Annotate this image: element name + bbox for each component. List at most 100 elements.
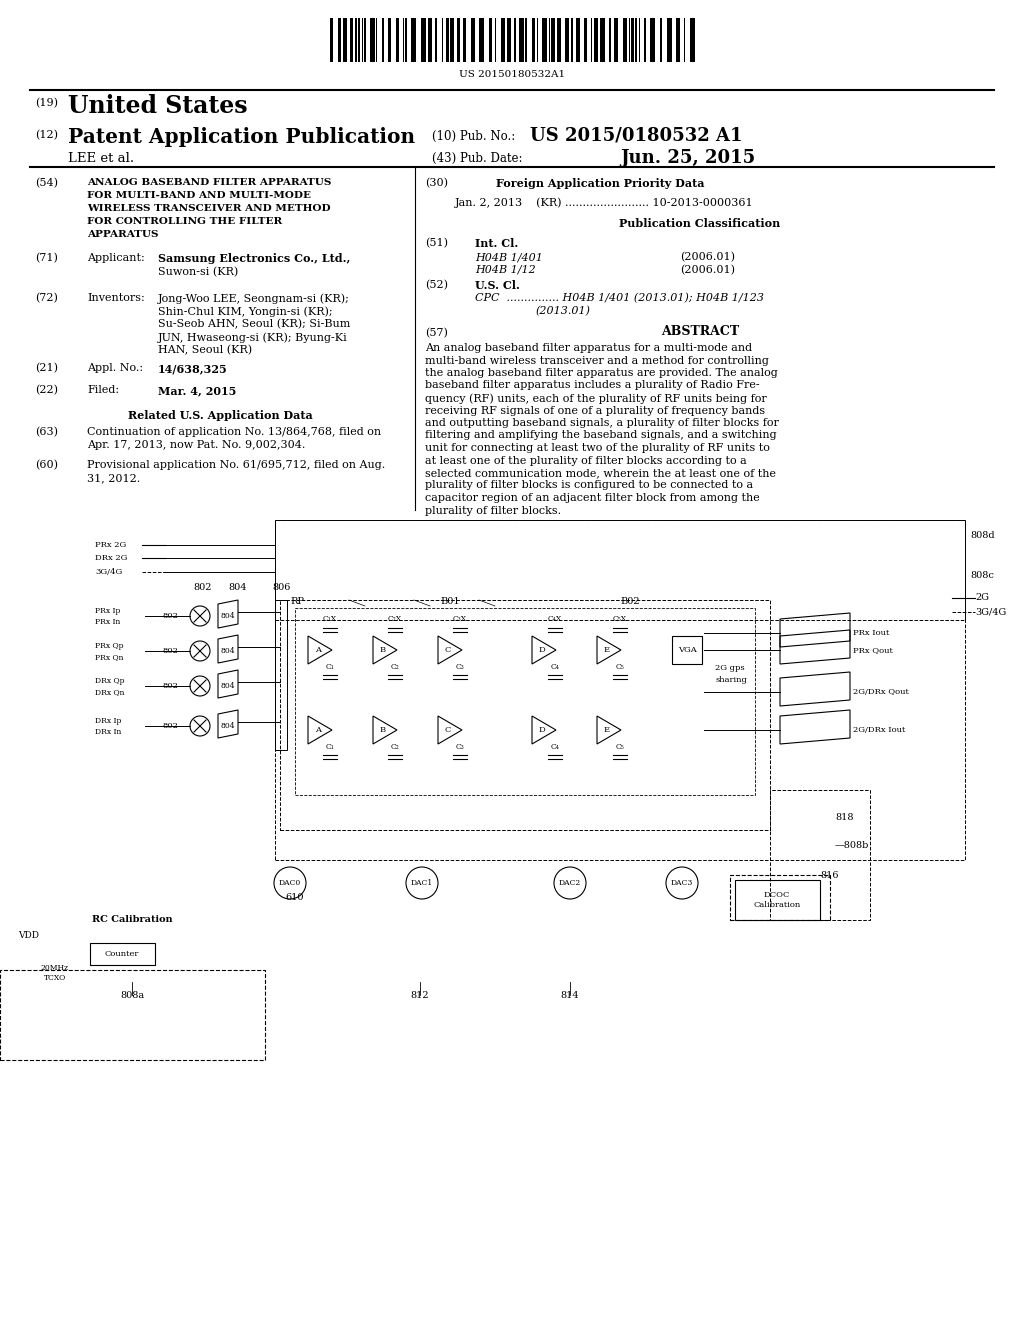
Text: (57): (57) (425, 327, 447, 338)
Text: 818: 818 (835, 813, 853, 822)
Text: Jong-Woo LEE, Seongnam-si (KR);: Jong-Woo LEE, Seongnam-si (KR); (158, 293, 350, 304)
Text: FOR CONTROLLING THE FILTER: FOR CONTROLLING THE FILTER (87, 216, 283, 226)
Text: Counter: Counter (104, 950, 139, 958)
Text: 804: 804 (221, 647, 236, 655)
Text: and outputting baseband signals, a plurality of filter blocks for: and outputting baseband signals, a plura… (425, 418, 779, 428)
Text: 808c: 808c (970, 570, 994, 579)
Text: 802: 802 (162, 682, 178, 690)
Text: (71): (71) (35, 253, 58, 263)
Text: DCOC
Calibration: DCOC Calibration (754, 891, 801, 909)
Text: sharing: sharing (715, 676, 746, 684)
Text: 802: 802 (162, 647, 178, 655)
Text: PRx 2G: PRx 2G (95, 541, 126, 549)
Text: B: B (380, 726, 386, 734)
Text: selected communication mode, wherein the at least one of the: selected communication mode, wherein the… (425, 469, 776, 478)
Text: (22): (22) (35, 385, 58, 395)
Text: (10) Pub. No.:: (10) Pub. No.: (432, 129, 522, 143)
Text: U.S. Cl.: U.S. Cl. (475, 280, 520, 290)
Text: filtering and amplifying the baseband signals, and a switching: filtering and amplifying the baseband si… (425, 430, 776, 441)
Bar (370, 18, 375, 62)
Bar (435, 18, 436, 62)
Text: Su-Seob AHN, Seoul (KR); Si-Bum: Su-Seob AHN, Seoul (KR); Si-Bum (158, 319, 350, 330)
Text: Applicant:: Applicant: (87, 253, 144, 263)
Text: (2013.01): (2013.01) (535, 306, 590, 317)
Bar (412, 18, 416, 62)
Bar (519, 18, 524, 62)
Text: Publication Classification: Publication Classification (620, 218, 780, 228)
Text: C₃X: C₃X (453, 615, 467, 623)
Text: PRx Ip: PRx Ip (95, 607, 121, 615)
Text: 806: 806 (272, 583, 291, 593)
Text: 2G/DRx Iout: 2G/DRx Iout (853, 726, 905, 734)
Text: VDD: VDD (18, 931, 39, 940)
Bar (537, 18, 539, 62)
Text: C₃: C₃ (456, 743, 464, 751)
Text: 804: 804 (221, 612, 236, 620)
Text: (52): (52) (425, 280, 449, 290)
Text: Jun. 25, 2015: Jun. 25, 2015 (620, 149, 756, 168)
Text: PRx In: PRx In (95, 618, 121, 626)
Text: the analog baseband filter apparatus are provided. The analog: the analog baseband filter apparatus are… (425, 368, 778, 378)
Text: (72): (72) (35, 293, 58, 304)
Bar (365, 18, 367, 62)
Text: C₄X: C₄X (548, 615, 562, 623)
Bar (690, 18, 695, 62)
Bar (507, 18, 511, 62)
Bar (636, 18, 637, 62)
Text: ANALOG BASEBAND FILTER APPARATUS: ANALOG BASEBAND FILTER APPARATUS (87, 178, 332, 187)
Text: 2G/DRx Qout: 2G/DRx Qout (853, 688, 909, 696)
Text: C₄: C₄ (551, 743, 559, 751)
Text: RP: RP (290, 598, 304, 606)
Text: Apr. 17, 2013, now Pat. No. 9,002,304.: Apr. 17, 2013, now Pat. No. 9,002,304. (87, 440, 305, 450)
Text: C: C (444, 726, 452, 734)
Text: (19): (19) (35, 98, 58, 108)
Text: 808d: 808d (970, 531, 994, 540)
Text: receiving RF signals of one of a plurality of frequency bands: receiving RF signals of one of a plurali… (425, 405, 765, 416)
Text: (21): (21) (35, 363, 58, 374)
Text: DRx 2G: DRx 2G (95, 554, 127, 562)
Bar (609, 18, 611, 62)
Bar (382, 18, 384, 62)
Bar (280, 601, 770, 830)
Text: multi-band wireless transceiver and a method for controlling: multi-band wireless transceiver and a me… (425, 355, 769, 366)
Bar (659, 18, 662, 62)
Text: Patent Application Publication: Patent Application Publication (68, 127, 415, 147)
Text: Mar. 4, 2015: Mar. 4, 2015 (158, 385, 237, 396)
Text: C₃: C₃ (456, 663, 464, 671)
Bar (395, 18, 398, 62)
Text: 2G: 2G (975, 594, 989, 602)
Bar (531, 18, 535, 62)
Text: RC Calibration: RC Calibration (92, 916, 173, 924)
Text: Suwon-si (KR): Suwon-si (KR) (158, 267, 239, 277)
Text: C₂: C₂ (390, 743, 399, 751)
Text: (30): (30) (425, 178, 449, 189)
Text: APPARATUS: APPARATUS (87, 230, 159, 239)
Text: DRx Qp: DRx Qp (95, 677, 125, 685)
Text: CPC  ............... H04B 1/401 (2013.01); H04B 1/123: CPC ............... H04B 1/401 (2013.01)… (475, 293, 764, 304)
Text: DRx Ip: DRx Ip (95, 717, 122, 725)
Text: H04B 1/401: H04B 1/401 (475, 252, 543, 261)
Bar (446, 18, 450, 62)
Bar (275, 520, 965, 620)
Text: baseband filter apparatus includes a plurality of Radio Fre-: baseband filter apparatus includes a plu… (425, 380, 760, 391)
Text: 802: 802 (162, 722, 178, 730)
Text: LEE et al.: LEE et al. (68, 152, 134, 165)
Text: 802: 802 (194, 583, 212, 593)
Bar (451, 18, 455, 62)
Text: B01: B01 (440, 598, 460, 606)
Bar (575, 18, 580, 62)
Bar (594, 18, 598, 62)
Text: 31, 2012.: 31, 2012. (87, 473, 140, 483)
Text: 14/638,325: 14/638,325 (158, 363, 227, 374)
Text: Continuation of application No. 13/864,768, filed on: Continuation of application No. 13/864,7… (87, 426, 381, 437)
Text: at least one of the plurality of filter blocks according to a: at least one of the plurality of filter … (425, 455, 746, 466)
Bar (650, 18, 655, 62)
Bar (295, 609, 755, 795)
Bar (676, 18, 680, 62)
Text: 816: 816 (820, 870, 839, 879)
Text: 2G gps: 2G gps (715, 664, 744, 672)
Text: (12): (12) (35, 129, 58, 140)
Bar (90, 942, 155, 965)
Text: D: D (539, 645, 546, 653)
Text: 804: 804 (221, 682, 236, 690)
